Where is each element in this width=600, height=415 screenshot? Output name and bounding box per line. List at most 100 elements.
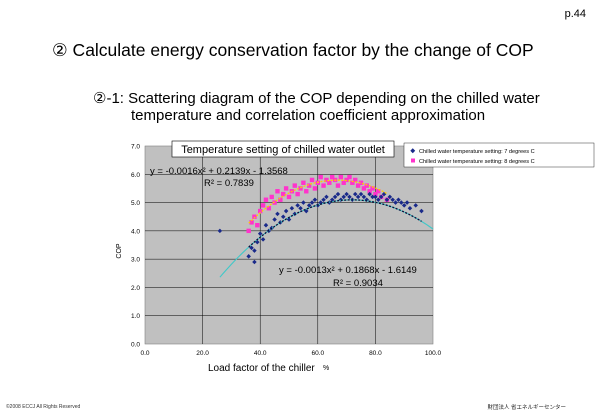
x-tick-label: 40.0 [254,350,267,357]
x-tick-label: 80.0 [369,350,382,357]
data-point-series-8 [304,189,309,194]
data-point-series-8 [353,177,358,183]
subtitle: ②-1: Scattering diagram of the COP depen… [93,90,540,124]
x-axis-unit: % [323,365,329,372]
y-tick-label: 6.0 [131,172,140,179]
data-point-series-8 [309,177,315,183]
organization-name: 財団法人 省エネルギーセンター [487,405,566,411]
data-point-series-8 [376,189,381,194]
x-tick-label: 0.0 [140,350,149,357]
data-point-series-8 [258,208,263,214]
data-point-series-8 [318,174,323,180]
data-point-series-8 [286,194,292,200]
y-tick-label: 5.0 [131,200,140,207]
r-squared-series-7: R² = 0.9034 [333,278,383,289]
data-point-series-8 [298,186,303,191]
data-point-series-8 [292,183,297,188]
data-point-series-8 [341,180,346,185]
x-tick-label: 100.0 [425,350,442,357]
y-tick-label: 1.0 [131,313,140,320]
page-number: p.44 [564,8,586,20]
data-point-series-8 [364,183,369,188]
chart-container: 0.0 1.0 2.0 3.0 4.0 5.0 6.0 7.0 0.0 20.0 40.0 60.0 8… [108,133,600,376]
data-point-series-8 [301,180,306,185]
r-squared-series-8: R² = 0.7839 [204,178,254,189]
data-point-series-8 [266,206,272,211]
data-point-series-8 [278,197,283,202]
data-point-series-7 [217,228,223,234]
y-tick-label: 0.0 [131,342,140,349]
plot-area [144,145,434,345]
data-point-series-7 [332,194,338,200]
subtitle-line-2: temperature and correlation coefficient … [131,107,486,124]
y-tick-label: 2.0 [131,285,140,292]
chart-title: Temperature setting of chilled water out… [181,144,385,156]
data-point-series-8 [306,183,312,188]
equation-series-8: y = -0.0016x² + 0.2139x - 1.3568 [150,166,288,177]
gridlines [145,146,433,344]
chart-title-box [171,140,395,158]
data-point-series-7 [355,194,361,200]
equation-series-7: y = -0.0013x² + 0.1868x - 1.6149 [279,265,417,276]
legend-marker-8 [411,158,415,163]
data-point-series-8 [327,180,332,185]
data-point-series-7 [263,222,269,228]
page-title: ② Calculate energy conservation factor b… [52,40,534,60]
data-point-series-7 [295,203,300,208]
data-point-series-8 [367,189,372,194]
data-point-series-8 [252,214,257,219]
x-tick-label: 20.0 [196,350,209,357]
data-point-series-7 [370,194,375,200]
y-tick-label: 7.0 [131,144,140,151]
data-point-series-8 [355,183,361,188]
data-point-series-8 [295,191,300,197]
cop-scatter-chart: 0.0 1.0 2.0 3.0 4.0 5.0 6.0 7.0 0.0 20.0 40.0 60.0 8… [116,140,595,374]
data-point-series-8 [263,197,269,202]
data-point-series-7 [387,194,393,200]
trend-line-series-7 [248,199,422,248]
data-point-series-8 [358,180,364,185]
data-point-series-7 [257,231,263,236]
data-point-series-8 [260,203,266,208]
legend-box [403,142,595,168]
data-point-series-8 [324,177,329,183]
trend-curves [219,179,434,278]
data-point-series-8 [255,223,260,228]
data-point-series-8 [269,194,274,200]
data-point-series-7 [280,214,286,219]
copyright: ©2008 ECCJ All Rights Reserved [6,404,81,410]
y-axis-label: COP [116,243,123,259]
data-point-series-7 [335,191,341,197]
data-point-series-8 [249,220,254,225]
data-point-series-8 [370,186,375,191]
y-tick-label: 4.0 [131,228,140,235]
subtitle-line-1: ②-1: Scattering diagram of the COP depen… [93,90,540,107]
data-point-series-8 [344,177,349,183]
trend-line-series-8 [248,179,388,224]
data-point-series-7 [260,237,266,242]
legend-label-8: Chilled water temperature setting: 8 deg… [419,159,535,165]
data-point-series-7 [404,200,410,205]
data-point-series-8 [350,180,355,185]
data-point-series-8 [347,174,352,180]
data-point-series-8 [335,183,341,188]
data-point-series-8 [275,189,280,194]
data-point-series-8 [246,228,251,234]
data-point-series-8 [361,186,367,191]
y-tick-label: 3.0 [131,257,140,264]
axis-ticks: 0.0 1.0 2.0 3.0 4.0 5.0 6.0 7.0 0.0 20.0 40.0 60.0 8… [131,144,442,358]
data-point-series-7 [249,245,254,251]
data-point-series-8 [373,191,378,197]
data-point-series-8 [338,174,344,180]
data-point-series-8 [312,186,318,191]
legend-label-7: Chilled water temperature setting: 7 deg… [419,149,535,155]
data-point-series-7 [312,197,318,203]
x-axis-label: Load factor of the chiller [208,363,315,374]
data-point-series-7 [309,200,315,205]
data-point-series-7 [275,211,280,217]
data-point-series-8 [321,183,326,188]
legend-marker-7 [410,148,416,154]
data-point-series-8 [283,186,289,191]
data-point-series-8 [330,174,335,180]
x-tick-label: 60.0 [311,350,324,357]
